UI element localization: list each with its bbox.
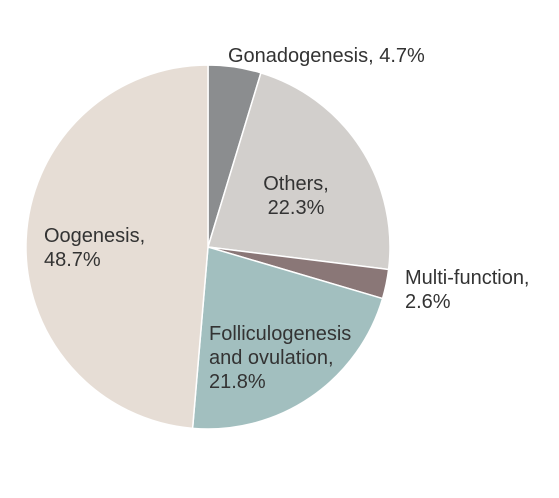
- slice-label-folliculogenesis-and-ovulation: Folliculogenesis and ovulation, 21.8%: [209, 323, 351, 393]
- slice-label-line: 22.3%: [268, 197, 325, 219]
- slice-label-line: 2.6%: [405, 291, 451, 313]
- pie-labels: Gonadogenesis, 4.7% Others, 22.3% Multi-fun…: [44, 45, 530, 393]
- slice-label-line: Gonadogenesis, 4.7%: [228, 45, 425, 67]
- pie-slice-others: [207, 71, 391, 271]
- slice-label-line: Multi-function,: [405, 267, 530, 289]
- slice-label-line: 48.7%: [44, 249, 101, 271]
- pie-slice-oogenesis: [25, 64, 209, 430]
- slice-label-line: 21.8%: [209, 371, 266, 393]
- slice-label-gonadogenesis: Gonadogenesis, 4.7%: [228, 45, 425, 67]
- slice-label-line: Others,: [263, 173, 329, 195]
- slice-label-line: and ovulation,: [209, 347, 334, 369]
- slice-label-oogenesis: Oogenesis, 48.7%: [44, 225, 145, 271]
- pie-slices: [25, 64, 391, 430]
- pie-slice-folliculogenesis-and-ovulation: [191, 246, 384, 430]
- slice-label-others: Others, 22.3%: [263, 173, 329, 219]
- slice-label-line: Folliculogenesis: [209, 323, 351, 345]
- slice-label-multi-function: Multi-function, 2.6%: [405, 267, 530, 313]
- slice-label-line: Oogenesis,: [44, 225, 145, 247]
